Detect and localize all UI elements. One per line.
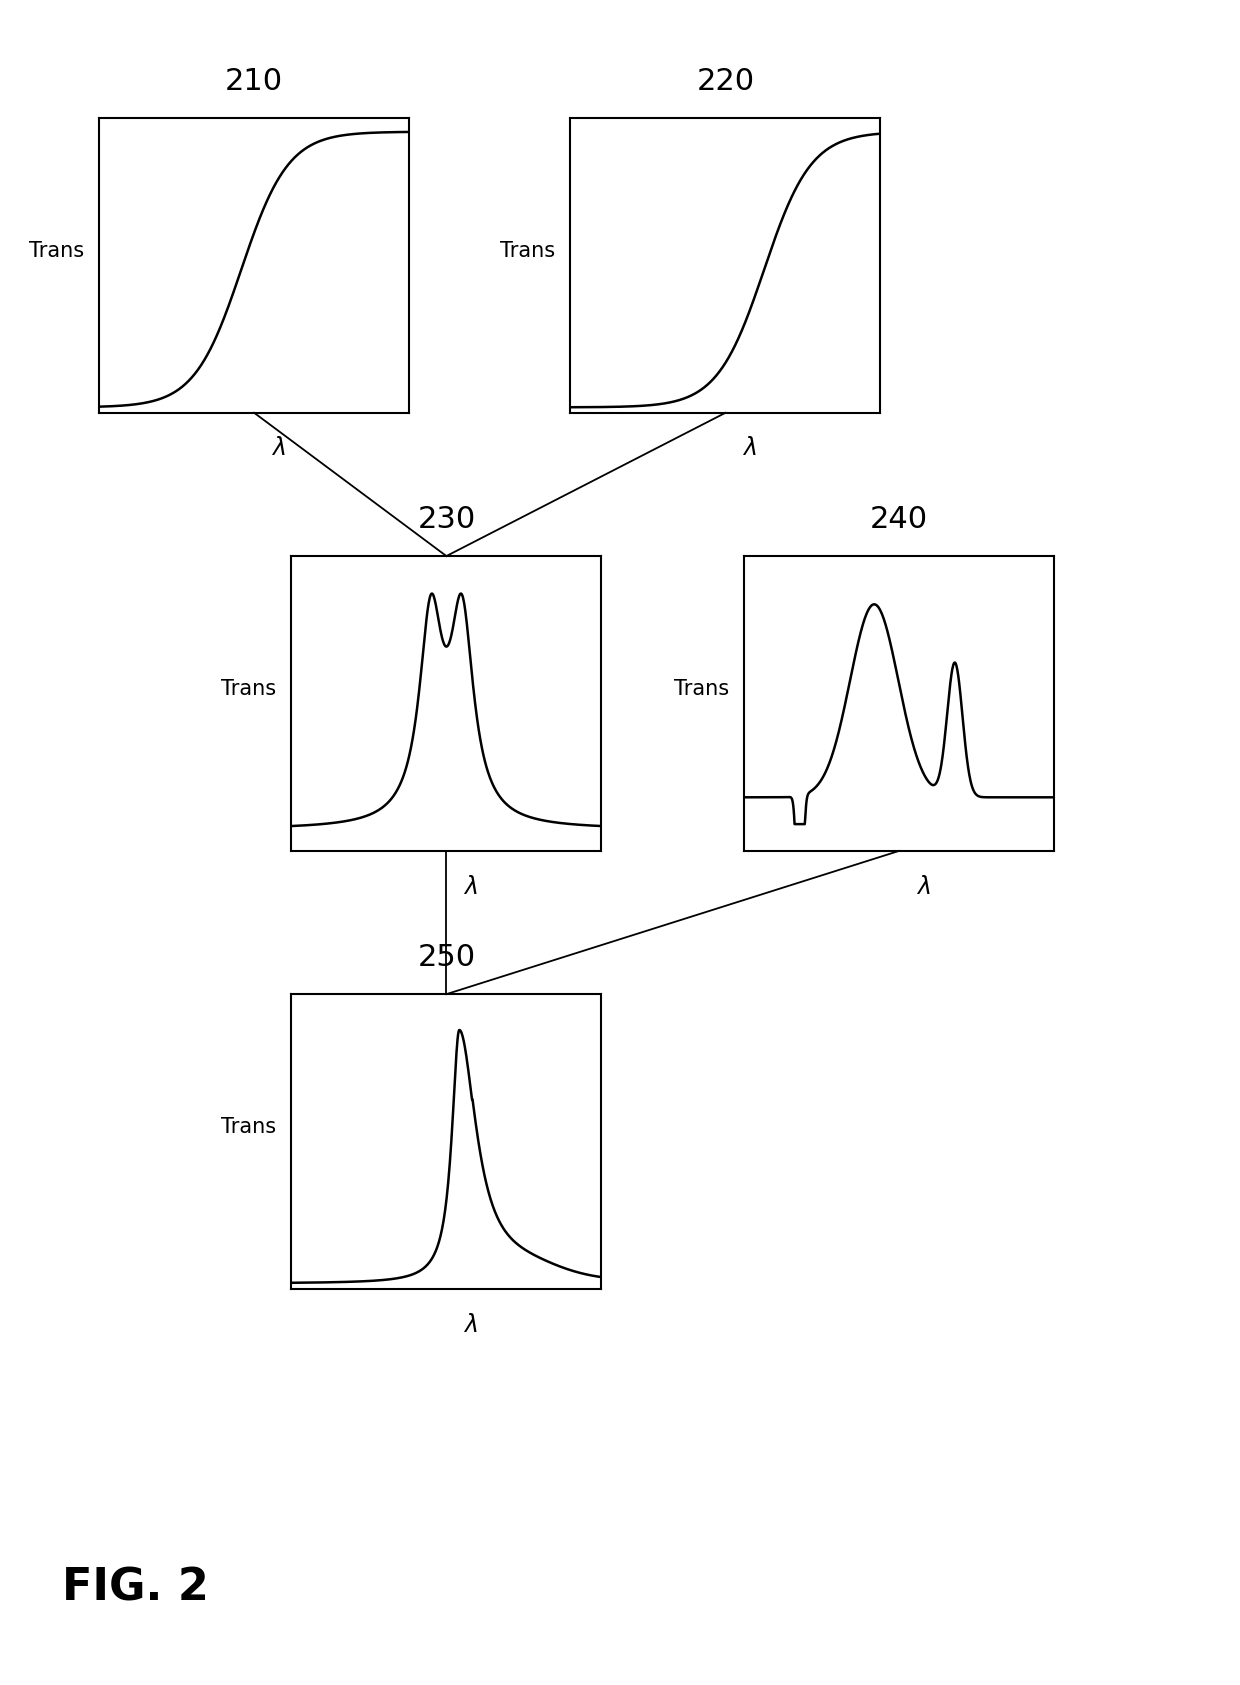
Text: Trans: Trans <box>222 1117 277 1137</box>
Text: Trans: Trans <box>222 679 277 699</box>
Text: Trans: Trans <box>675 679 729 699</box>
Text: 220: 220 <box>697 67 754 96</box>
Text: λ: λ <box>464 1313 479 1336</box>
Text: 210: 210 <box>226 67 283 96</box>
Text: λ: λ <box>464 875 479 898</box>
Text: 250: 250 <box>418 944 475 972</box>
Text: Trans: Trans <box>501 241 556 261</box>
Text: λ: λ <box>272 436 286 460</box>
Text: 230: 230 <box>418 506 475 534</box>
Text: λ: λ <box>916 875 931 898</box>
Text: Trans: Trans <box>30 241 84 261</box>
Text: FIG. 2: FIG. 2 <box>62 1565 208 1609</box>
Text: λ: λ <box>743 436 758 460</box>
Text: 240: 240 <box>870 506 928 534</box>
